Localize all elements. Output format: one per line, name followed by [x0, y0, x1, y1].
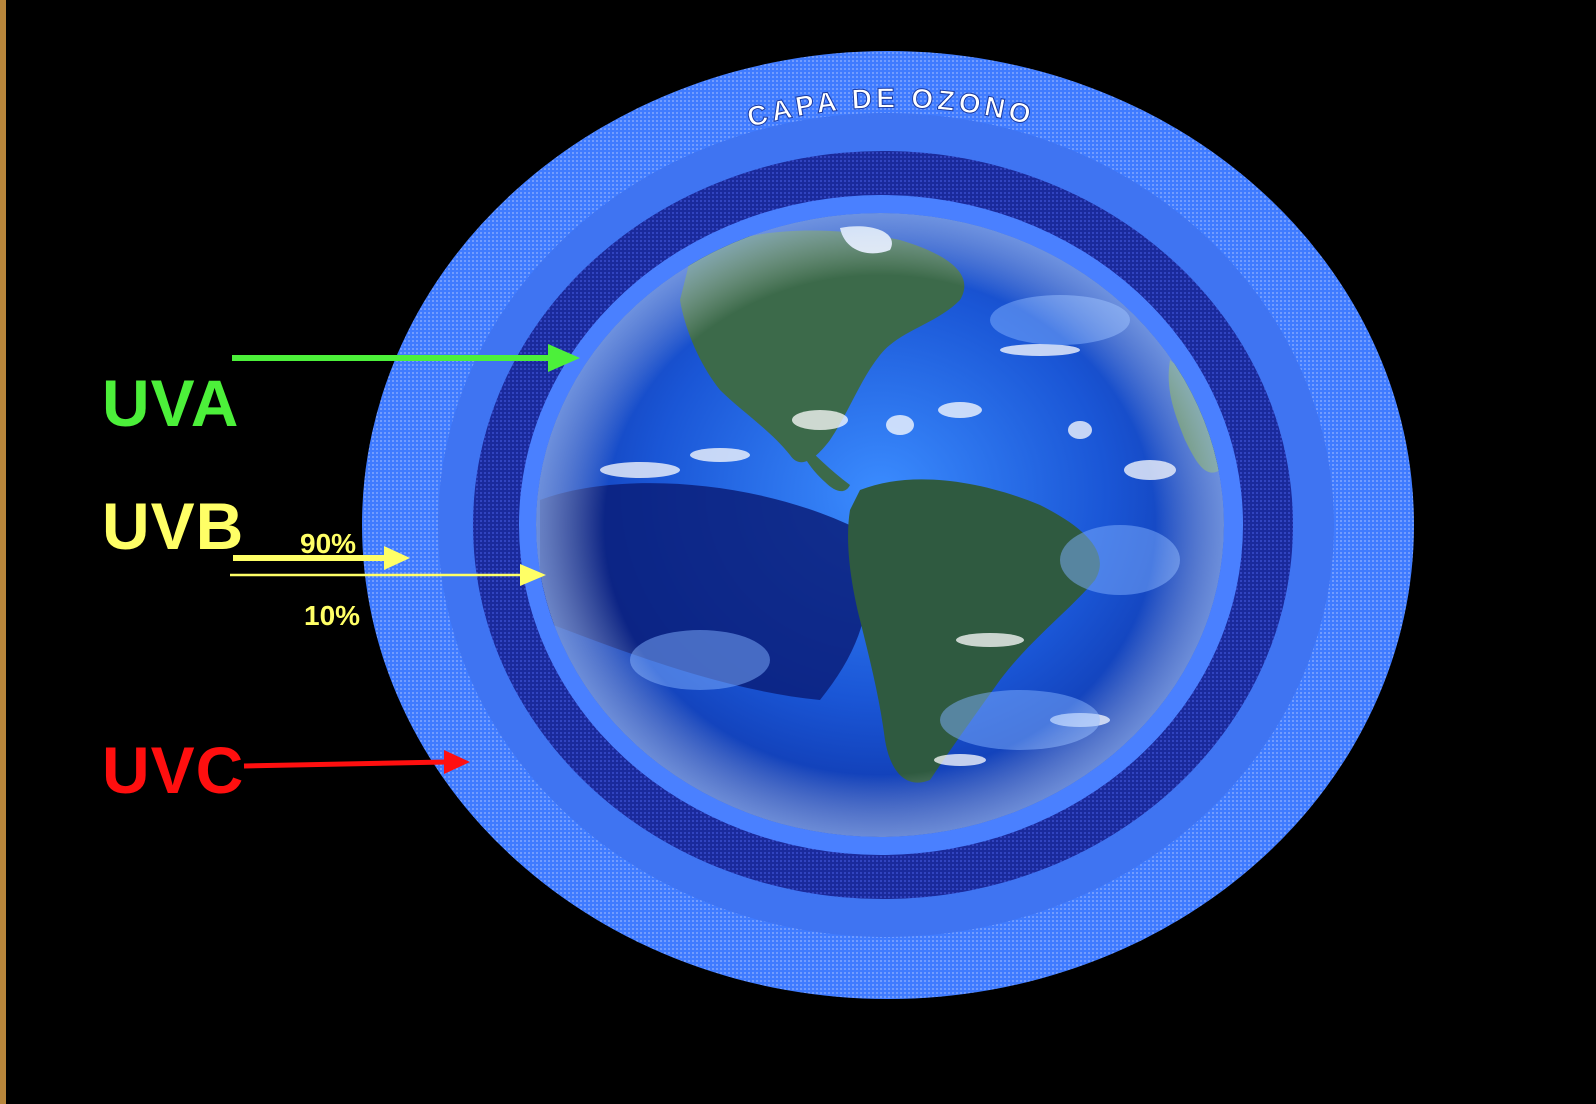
uva-arrowhead	[548, 344, 580, 372]
uvc-arrowhead	[444, 750, 470, 774]
uvb-blocked-percent: 90%	[300, 528, 357, 559]
uvc-arrow	[243, 759, 447, 769]
uva-label: UVA	[102, 366, 240, 440]
uvb-passed-percent: 10%	[304, 600, 361, 631]
uvc-label: UVC	[102, 733, 245, 807]
uvb-90-arrowhead	[384, 546, 410, 570]
uvb-10-arrowhead	[520, 564, 546, 586]
earth-globe	[536, 213, 1224, 837]
slide-edge-border	[0, 0, 6, 1104]
uvb-label: UVB	[102, 489, 245, 563]
